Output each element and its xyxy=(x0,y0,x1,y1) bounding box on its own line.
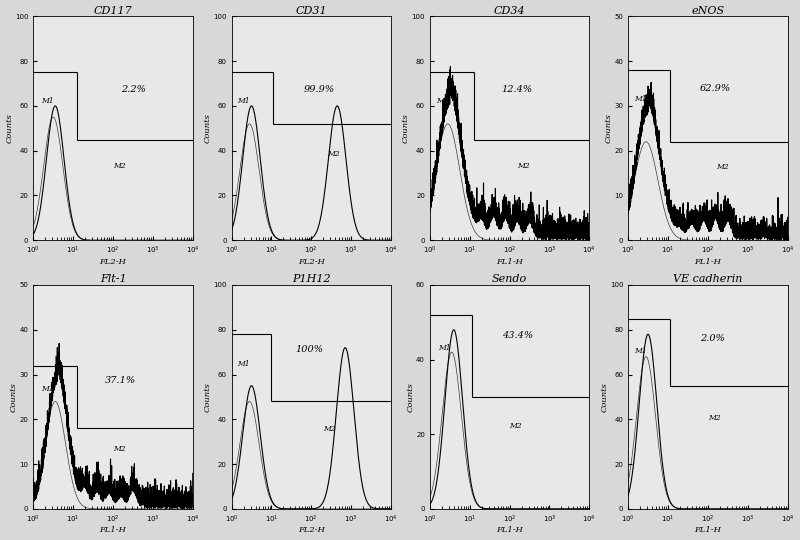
Title: P1H12: P1H12 xyxy=(292,274,330,284)
Text: M2: M2 xyxy=(323,426,336,434)
Title: VE cadherin: VE cadherin xyxy=(673,274,742,284)
Text: M2: M2 xyxy=(113,161,126,170)
Y-axis label: Counts: Counts xyxy=(406,382,414,412)
Text: M2: M2 xyxy=(113,445,126,453)
Text: 12.4%: 12.4% xyxy=(502,85,533,94)
Text: M1: M1 xyxy=(438,344,450,352)
Text: 2.2%: 2.2% xyxy=(121,85,146,94)
Title: Sendo: Sendo xyxy=(492,274,527,284)
X-axis label: FL2-H: FL2-H xyxy=(298,526,325,535)
Title: Flt-1: Flt-1 xyxy=(100,274,126,284)
Text: M1: M1 xyxy=(634,347,646,355)
X-axis label: FL1-H: FL1-H xyxy=(694,526,722,535)
Title: CD34: CD34 xyxy=(494,5,526,16)
X-axis label: FL1-H: FL1-H xyxy=(496,258,523,266)
Text: 99.9%: 99.9% xyxy=(303,85,334,94)
X-axis label: FL1-H: FL1-H xyxy=(496,526,523,535)
Text: M1: M1 xyxy=(238,360,250,368)
Text: 43.4%: 43.4% xyxy=(502,331,533,340)
Y-axis label: Counts: Counts xyxy=(605,113,613,143)
X-axis label: FL2-H: FL2-H xyxy=(99,258,126,266)
X-axis label: FL2-H: FL2-H xyxy=(298,258,325,266)
Y-axis label: Counts: Counts xyxy=(600,382,608,412)
Text: M1: M1 xyxy=(436,97,449,105)
Text: M1: M1 xyxy=(238,97,250,105)
Y-axis label: Counts: Counts xyxy=(402,113,410,143)
Text: 62.9%: 62.9% xyxy=(700,84,731,92)
Text: M2: M2 xyxy=(327,151,340,158)
Text: 37.1%: 37.1% xyxy=(105,376,136,385)
Y-axis label: Counts: Counts xyxy=(204,382,212,412)
Text: M1: M1 xyxy=(42,97,54,105)
Text: 100%: 100% xyxy=(295,345,323,354)
X-axis label: FL1-H: FL1-H xyxy=(694,258,722,266)
Y-axis label: Counts: Counts xyxy=(6,113,14,143)
Text: M2: M2 xyxy=(518,161,530,170)
Title: CD31: CD31 xyxy=(295,5,327,16)
Text: 2.0%: 2.0% xyxy=(700,334,725,343)
X-axis label: FL1-H: FL1-H xyxy=(99,526,126,535)
Text: M1: M1 xyxy=(634,94,646,103)
Text: M1: M1 xyxy=(42,386,54,393)
Y-axis label: Counts: Counts xyxy=(204,113,212,143)
Title: eNOS: eNOS xyxy=(691,5,724,16)
Text: M2: M2 xyxy=(716,163,729,171)
Text: M2: M2 xyxy=(510,422,522,430)
Title: CD117: CD117 xyxy=(94,5,132,16)
Y-axis label: Counts: Counts xyxy=(10,382,18,412)
Text: M2: M2 xyxy=(708,414,721,422)
